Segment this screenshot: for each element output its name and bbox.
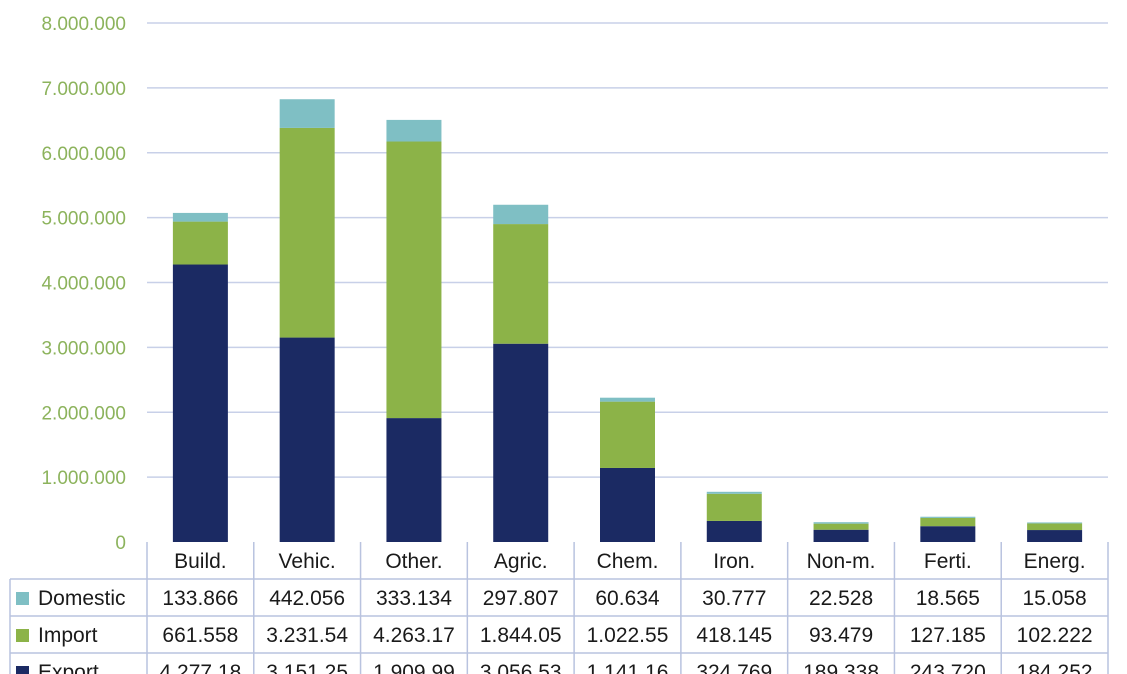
category-label: Ferti. [924, 550, 972, 573]
data-label: 333.134 [376, 587, 452, 610]
data-label: 1.844.05 [480, 624, 562, 647]
bar-export-7 [920, 526, 976, 542]
bar-domestic-7 [920, 516, 976, 518]
bar-import-8 [1027, 523, 1083, 531]
series-name: Domestic [38, 587, 126, 610]
category-label: Energ. [1024, 550, 1086, 573]
bar-domestic-0 [172, 212, 228, 222]
bar-import-5 [706, 493, 762, 521]
data-label: 133.866 [162, 587, 238, 610]
data-label: 1.141.16 [587, 661, 669, 674]
y-tick-label: 1.000.000 [41, 468, 126, 489]
data-label: 4.277.18 [160, 661, 242, 674]
data-label: 418.145 [696, 624, 772, 647]
series-name: Export [38, 661, 99, 674]
y-tick-label: 6.000.000 [41, 144, 126, 165]
data-label: 3.151.25 [266, 661, 348, 674]
data-label: 1.909.99 [373, 661, 455, 674]
legend-swatch-domestic [16, 592, 29, 605]
data-label: 243.720 [910, 661, 986, 674]
bar-export-1 [279, 337, 335, 542]
bar-export-8 [1027, 530, 1083, 542]
bar-import-2 [386, 141, 442, 419]
category-label: Build. [174, 550, 227, 573]
data-label: 661.558 [162, 624, 238, 647]
bar-export-0 [172, 264, 228, 542]
data-label: 22.528 [809, 587, 873, 610]
data-label: 4.263.17 [373, 624, 455, 647]
bar-domestic-8 [1027, 522, 1083, 524]
data-label: 102.222 [1017, 624, 1093, 647]
category-label: Other. [385, 550, 442, 573]
data-label: 189.338 [803, 661, 879, 674]
data-label: 18.565 [916, 587, 980, 610]
data-label: 324.769 [696, 661, 772, 674]
data-label: 3.231.54 [266, 624, 348, 647]
category-label: Chem. [597, 550, 659, 573]
data-label: 184.252 [1017, 661, 1093, 674]
bar-import-6 [813, 523, 869, 530]
bar-domestic-4 [600, 397, 655, 402]
y-tick-label: 8.000.000 [41, 14, 126, 35]
bar-import-0 [172, 221, 228, 265]
bar-export-4 [600, 467, 655, 542]
legend-swatch-export [16, 666, 29, 674]
bar-domestic-5 [706, 491, 762, 494]
category-label: Agric. [494, 550, 548, 573]
bar-export-5 [706, 520, 762, 542]
bar-domestic-3 [493, 204, 549, 225]
data-label: 15.058 [1022, 587, 1086, 610]
series-name: Import [38, 624, 98, 647]
category-label: Non-m. [807, 550, 876, 573]
bar-import-1 [279, 127, 335, 338]
data-label: 93.479 [809, 624, 873, 647]
bar-export-6 [813, 529, 869, 542]
bar-import-3 [493, 224, 549, 344]
y-tick-label: 3.000.000 [41, 338, 126, 359]
data-label: 30.777 [702, 587, 766, 610]
y-tick-label: 7.000.000 [41, 79, 126, 100]
data-label: 297.807 [483, 587, 559, 610]
category-label: Vehic. [279, 550, 336, 573]
y-tick-label: 2.000.000 [41, 403, 126, 424]
bar-domestic-6 [813, 522, 869, 524]
bar-domestic-1 [279, 99, 335, 128]
data-label: 1.022.55 [587, 624, 669, 647]
category-label: Iron. [713, 550, 755, 573]
y-tick-label: 4.000.000 [41, 274, 126, 295]
data-label: 127.185 [910, 624, 986, 647]
legend-swatch-import [16, 629, 29, 642]
bar-export-2 [386, 418, 442, 542]
bar-import-4 [600, 401, 655, 468]
bar-import-7 [920, 517, 976, 527]
data-label: 442.056 [269, 587, 345, 610]
data-label: 60.634 [595, 587, 660, 610]
y-tick-label: 5.000.000 [41, 209, 126, 230]
bar-export-3 [493, 343, 549, 542]
data-label: 3.056.53 [480, 661, 562, 674]
bar-domestic-2 [386, 119, 442, 142]
y-tick-label: 0 [115, 533, 126, 554]
